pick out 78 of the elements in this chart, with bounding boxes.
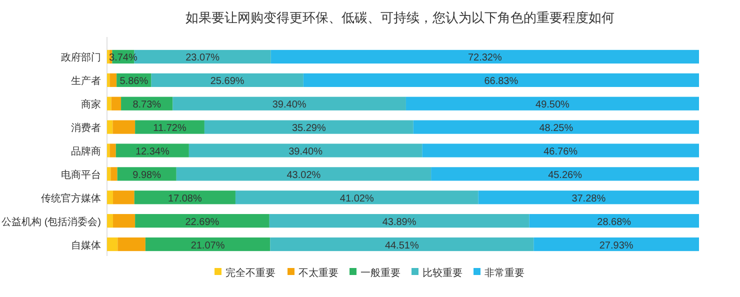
bar [534, 237, 699, 252]
data-label: 12.34% [135, 146, 170, 158]
bar [270, 50, 699, 64]
data-label: 35.29% [292, 123, 326, 134]
y-tick-label: 商家 [81, 98, 101, 111]
data-label: 39.40% [288, 146, 323, 158]
bar [188, 144, 422, 158]
bar [431, 167, 699, 181]
data-label: 49.50% [536, 100, 570, 111]
data-label: 5.86% [120, 76, 148, 88]
y-tick-label: 电商平台 [61, 168, 101, 181]
data-label: 41.02% [340, 193, 374, 204]
bar [135, 214, 270, 228]
bar [422, 144, 699, 158]
bar [118, 237, 146, 252]
chart-title: 如果要让网购变得更环保、低碳、可持续，您认为以下角色的重要程度如何 [186, 10, 614, 25]
bar [303, 73, 699, 87]
bar [107, 120, 113, 134]
legend-label: 一般重要 [360, 267, 400, 279]
data-label: 27.93% [599, 240, 634, 252]
bar [172, 96, 406, 110]
bar [112, 120, 136, 134]
data-label: 11.72% [153, 123, 186, 134]
bar [110, 73, 117, 87]
data-label: 43.02% [286, 170, 321, 181]
bar [529, 214, 699, 228]
bar [235, 190, 478, 204]
data-label: 17.08% [168, 193, 202, 204]
data-label: 28.68% [597, 216, 632, 228]
data-label: 25.69% [210, 76, 244, 88]
y-tick-label: 品牌商 [71, 146, 101, 158]
data-label: 39.40% [272, 100, 306, 111]
bar [107, 144, 110, 158]
y-tick-label: 传统官方媒体 [41, 192, 101, 204]
legend-label: 完全不重要 [226, 267, 276, 279]
bar [116, 144, 189, 158]
bar [107, 73, 110, 87]
y-tick-label: 消费者 [71, 122, 101, 134]
data-label: 48.25% [539, 123, 574, 134]
bar [110, 144, 116, 158]
y-tick-label: 自媒体 [71, 239, 101, 252]
bar [107, 96, 112, 110]
bar [112, 214, 136, 228]
legend-label: 比较重要 [422, 267, 462, 279]
y-tick-label: 政府部门 [61, 52, 101, 64]
bar [111, 96, 122, 110]
bar [151, 73, 304, 87]
bar [107, 214, 113, 228]
data-label: 44.51% [384, 240, 419, 252]
bar [204, 120, 414, 134]
y-tick-label: 生产者 [71, 75, 101, 88]
data-label: 45.26% [548, 170, 582, 181]
bar [112, 190, 134, 204]
y-tick-label: 公益机构 (包括消委会) [2, 216, 101, 228]
bar [107, 237, 118, 252]
data-label: 8.73% [132, 100, 162, 111]
bar [478, 190, 699, 204]
data-label: 22.69% [185, 216, 220, 228]
bar [413, 120, 699, 134]
legend-label: 非常重要 [484, 267, 524, 279]
data-label: 43.89% [382, 216, 416, 228]
data-label: 23.07% [186, 52, 220, 64]
bar [107, 167, 111, 181]
bar [145, 237, 270, 252]
bar [110, 167, 118, 181]
data-label: 21.07% [190, 240, 225, 252]
bar [270, 237, 534, 252]
bar [107, 190, 113, 204]
bar [406, 96, 699, 110]
data-label: 66.83% [484, 76, 518, 88]
legend-label: 不太重要 [298, 267, 338, 279]
data-label: 37.28% [572, 193, 606, 204]
bar [134, 190, 236, 204]
bar [176, 167, 432, 181]
data-label: 46.76% [544, 146, 578, 158]
data-label: 72.32% [468, 52, 502, 64]
bar [269, 214, 530, 228]
data-label: 9.98% [132, 170, 162, 181]
